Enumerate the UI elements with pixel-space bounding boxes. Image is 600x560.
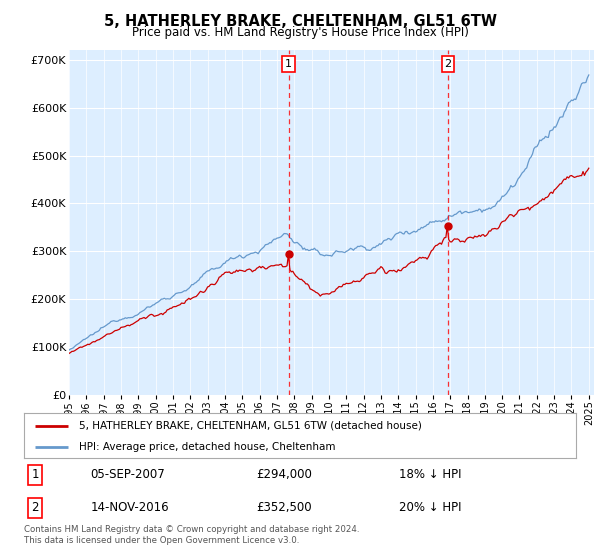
Text: £294,000: £294,000 [256, 468, 312, 482]
Text: 2: 2 [31, 501, 39, 515]
Text: 2: 2 [445, 59, 451, 69]
Text: £352,500: £352,500 [256, 501, 311, 515]
Text: 18% ↓ HPI: 18% ↓ HPI [400, 468, 462, 482]
Text: 20% ↓ HPI: 20% ↓ HPI [400, 501, 462, 515]
Text: Price paid vs. HM Land Registry's House Price Index (HPI): Price paid vs. HM Land Registry's House … [131, 26, 469, 39]
Text: 1: 1 [285, 59, 292, 69]
Text: 1: 1 [31, 468, 39, 482]
Text: 05-SEP-2007: 05-SEP-2007 [90, 468, 165, 482]
Text: Contains HM Land Registry data © Crown copyright and database right 2024.
This d: Contains HM Land Registry data © Crown c… [24, 525, 359, 545]
Text: 5, HATHERLEY BRAKE, CHELTENHAM, GL51 6TW: 5, HATHERLEY BRAKE, CHELTENHAM, GL51 6TW [104, 14, 497, 29]
Text: HPI: Average price, detached house, Cheltenham: HPI: Average price, detached house, Chel… [79, 442, 336, 452]
Text: 5, HATHERLEY BRAKE, CHELTENHAM, GL51 6TW (detached house): 5, HATHERLEY BRAKE, CHELTENHAM, GL51 6TW… [79, 421, 422, 431]
Text: 14-NOV-2016: 14-NOV-2016 [90, 501, 169, 515]
